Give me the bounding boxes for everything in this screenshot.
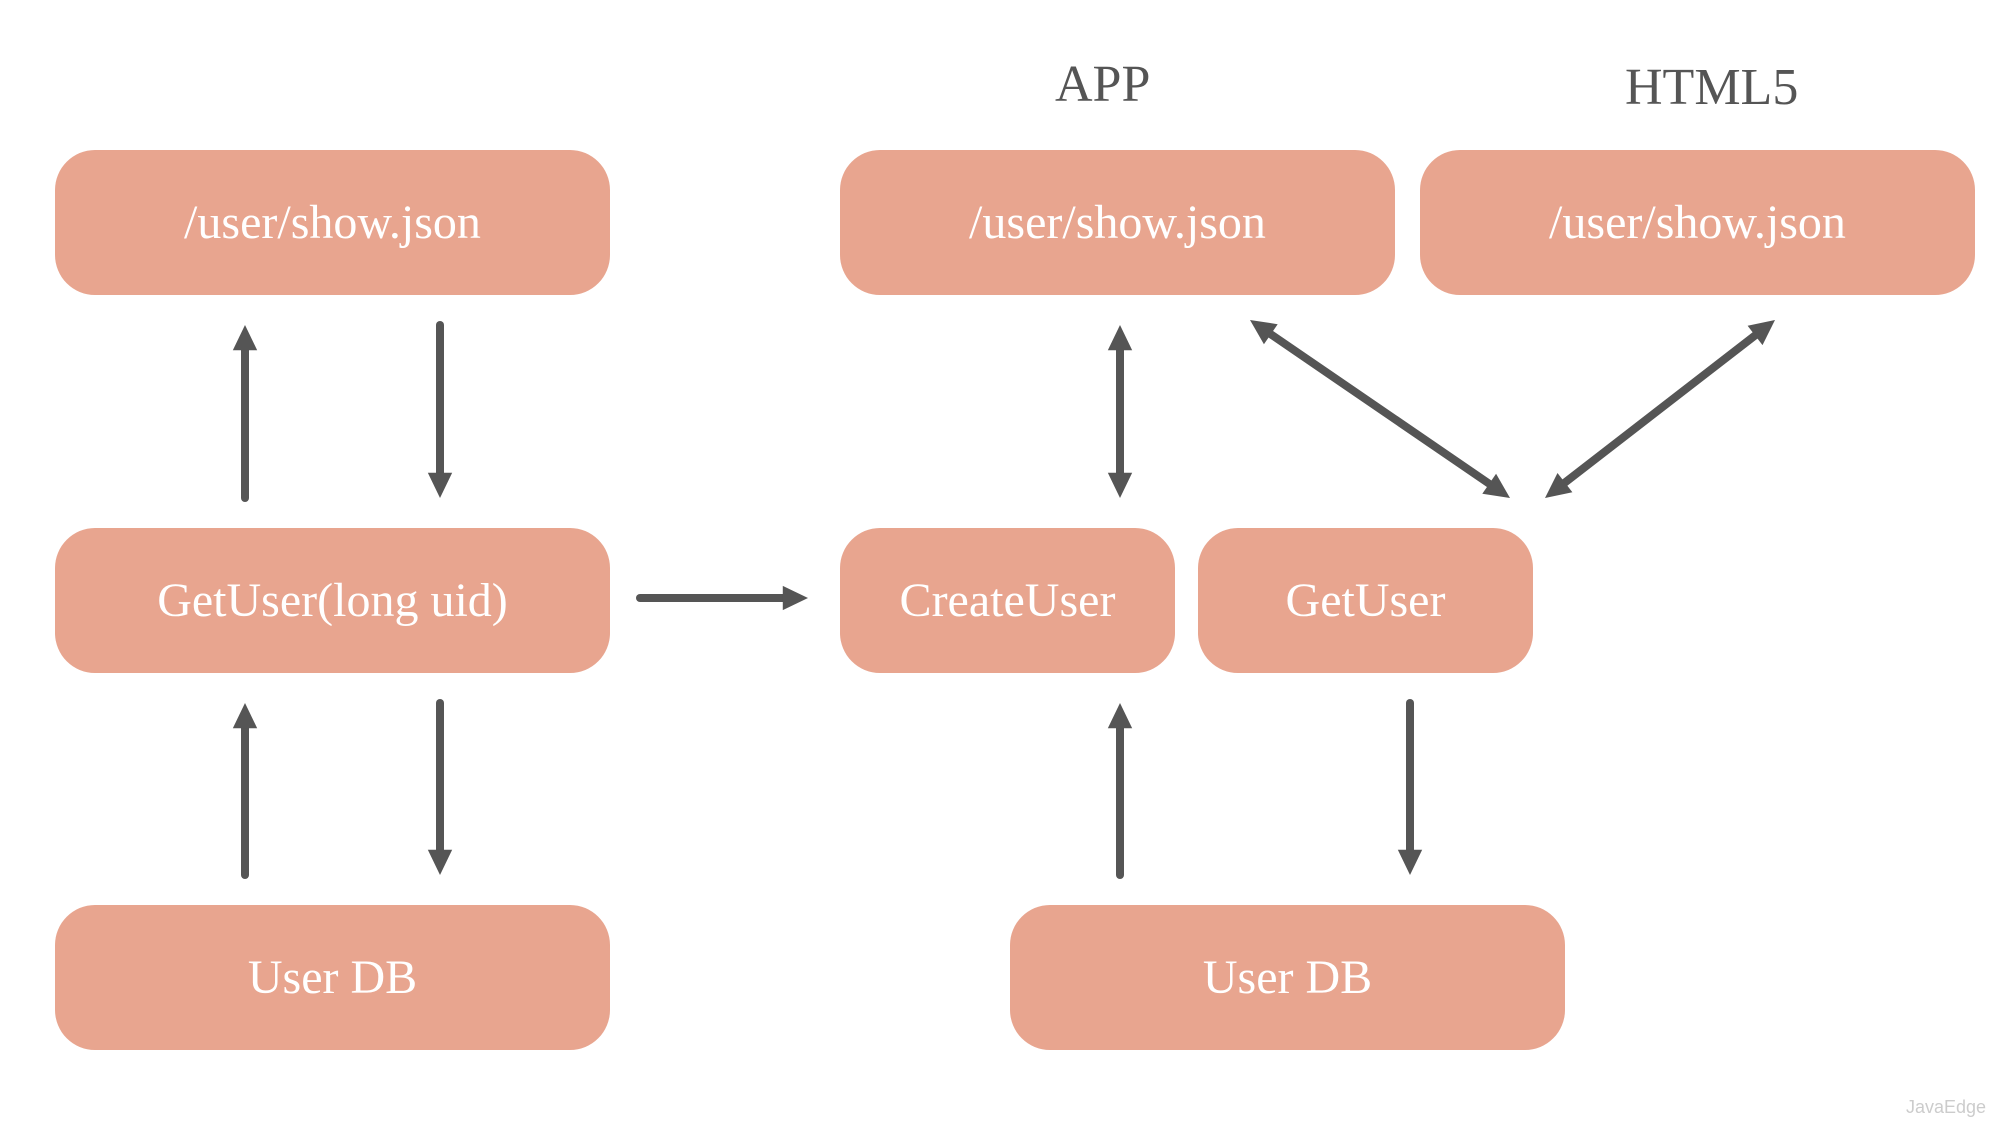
node-createuser: CreateUser: [840, 528, 1175, 673]
node-left-show-json: /user/show.json: [55, 150, 610, 295]
node-getuser: GetUser: [1198, 528, 1533, 673]
node-left-getuser: GetUser(long uid): [55, 528, 610, 673]
node-right-userdb: User DB: [1010, 905, 1565, 1050]
watermark: JavaEdge: [1906, 1097, 1986, 1118]
architecture-diagram: APP HTML5 /user/show.json GetUser(long u…: [0, 0, 1998, 1126]
node-app-show-json: /user/show.json: [840, 150, 1395, 295]
label-app: APP: [1055, 55, 1150, 114]
node-left-userdb: User DB: [55, 905, 610, 1050]
label-html5: HTML5: [1625, 58, 1798, 117]
node-html5-show-json: /user/show.json: [1420, 150, 1975, 295]
